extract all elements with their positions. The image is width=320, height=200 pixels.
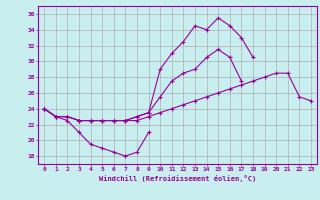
- X-axis label: Windchill (Refroidissement éolien,°C): Windchill (Refroidissement éolien,°C): [99, 175, 256, 182]
